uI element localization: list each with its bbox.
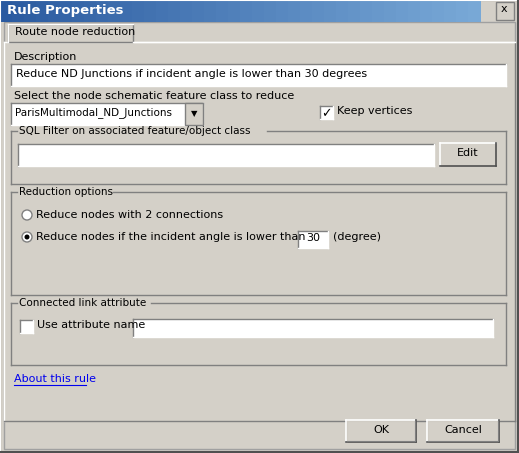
Bar [440, 143, 496, 166]
Bar [300, 0, 313, 22]
Bar [432, 0, 445, 22]
Text: Select the node schematic feature class to reduce: Select the node schematic feature class … [14, 91, 294, 101]
Bar [11, 103, 203, 125]
Bar [132, 0, 145, 22]
Bar [408, 0, 421, 22]
Bar [168, 0, 181, 22]
Text: Reduce nodes if the incident angle is lower than: Reduce nodes if the incident angle is lo… [36, 232, 306, 242]
Bar [216, 0, 229, 22]
Bar [180, 0, 193, 22]
Text: ✓: ✓ [321, 107, 332, 120]
Bar [456, 0, 469, 22]
Bar [8, 24, 133, 42]
Bar [324, 0, 337, 22]
Bar [36, 0, 49, 22]
Bar [444, 0, 457, 22]
Text: Edit: Edit [457, 148, 479, 158]
Text: Route node reduction: Route node reduction [15, 27, 135, 37]
Text: Cancel: Cancel [444, 425, 482, 435]
Bar [468, 0, 481, 22]
Bar [312, 0, 325, 22]
Bar [96, 0, 109, 22]
Bar [48, 0, 61, 22]
Circle shape [24, 235, 30, 240]
Bar [24, 0, 37, 22]
Text: x: x [501, 4, 507, 14]
Circle shape [22, 210, 32, 220]
Bar [133, 319, 493, 337]
Bar [276, 0, 289, 22]
Bar [228, 0, 241, 22]
Bar [384, 0, 397, 22]
Bar [185, 103, 203, 125]
Bar [427, 420, 499, 442]
Bar [348, 0, 361, 22]
Text: Reduction options: Reduction options [19, 187, 113, 197]
Bar [336, 0, 349, 22]
Text: Keep vertices: Keep vertices [337, 106, 413, 116]
Text: ▼: ▼ [191, 109, 197, 118]
Bar [84, 0, 97, 22]
Bar [192, 0, 205, 22]
Bar [72, 0, 85, 22]
Bar [4, 42, 515, 421]
Text: Reduce ND Junctions if incident angle is lower than 30 degrees: Reduce ND Junctions if incident angle is… [16, 69, 367, 79]
Text: Connected link attribute: Connected link attribute [19, 298, 146, 308]
Bar [346, 420, 416, 442]
Bar [496, 2, 514, 20]
Bar [12, 0, 25, 22]
Bar [320, 106, 333, 119]
Text: Use attribute name: Use attribute name [37, 320, 145, 330]
Bar [288, 0, 301, 22]
Bar [144, 0, 157, 22]
Bar [60, 0, 73, 22]
Bar [240, 0, 253, 22]
Bar [360, 0, 373, 22]
Text: ParisMultimodal_ND_Junctions: ParisMultimodal_ND_Junctions [15, 107, 172, 118]
Bar [18, 144, 434, 166]
Bar [156, 0, 169, 22]
Text: Rule Properties: Rule Properties [7, 4, 124, 17]
Text: SQL Filter on associated feature/object class: SQL Filter on associated feature/object … [19, 126, 251, 136]
Text: Description: Description [14, 52, 77, 62]
Text: (degree): (degree) [333, 232, 381, 242]
Bar [20, 320, 33, 333]
Bar [372, 0, 385, 22]
Bar [298, 231, 328, 248]
Text: About this rule: About this rule [14, 374, 96, 384]
Bar [108, 0, 121, 22]
Bar [420, 0, 433, 22]
Bar [252, 0, 265, 22]
Circle shape [22, 232, 32, 242]
Text: 30: 30 [306, 233, 320, 243]
Bar [120, 0, 133, 22]
Bar [11, 64, 506, 86]
Bar [396, 0, 409, 22]
Bar [204, 0, 217, 22]
Bar [0, 0, 13, 22]
Bar [264, 0, 277, 22]
Text: OK: OK [373, 425, 389, 435]
Text: Reduce nodes with 2 connections: Reduce nodes with 2 connections [36, 210, 223, 220]
